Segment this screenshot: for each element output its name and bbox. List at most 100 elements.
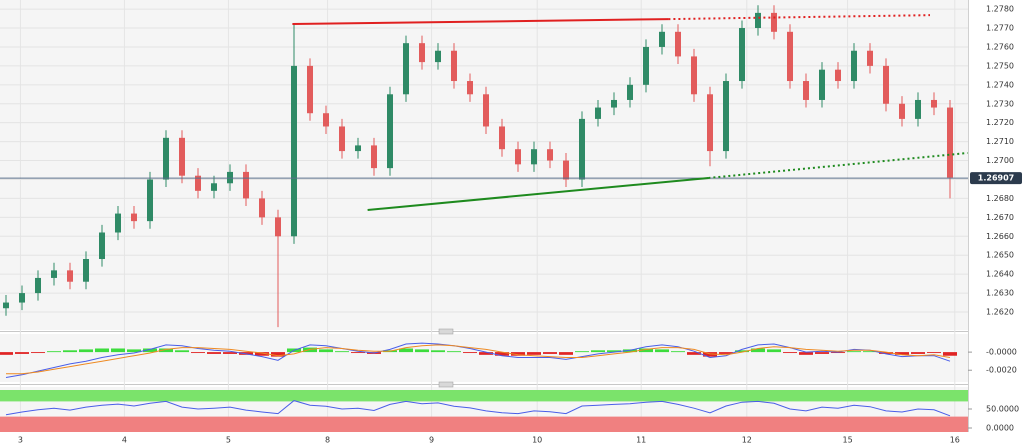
macd-histogram-bar (735, 350, 749, 353)
trendline (708, 151, 968, 179)
candle-body (867, 50, 873, 66)
candle-body (467, 81, 473, 95)
y-tick-label: 1.2660 (986, 232, 1014, 241)
macd-histogram-bar (511, 352, 525, 356)
candle-body (883, 65, 889, 104)
macd-histogram-bar (223, 352, 237, 354)
candle-body (291, 65, 297, 237)
panel-handle[interactable] (438, 328, 454, 335)
y-tick-label: 1.2630 (986, 289, 1014, 298)
overbought-band (0, 390, 968, 402)
candle-body (659, 31, 665, 47)
candle-body (195, 175, 201, 191)
y-tick-label: -0.0020 (986, 366, 1017, 375)
y-tick-label: 1.2680 (986, 194, 1014, 203)
oversold-band (0, 416, 968, 432)
last-price-label: 1.26907 (978, 174, 1014, 183)
candle-body (67, 270, 73, 282)
candle-body (451, 50, 457, 82)
candle-body (915, 99, 921, 119)
candle-body (323, 113, 329, 127)
candle-body (563, 160, 569, 180)
x-tick-label: 4 (122, 436, 127, 445)
y-tick-label: 1.2730 (986, 99, 1014, 108)
candle-body (275, 217, 281, 237)
candle-body (835, 69, 841, 82)
macd-histogram-bar (639, 348, 653, 353)
candle-body (355, 145, 361, 152)
candle-body (99, 232, 105, 260)
macd-histogram-bar (911, 352, 925, 354)
candle-body (531, 149, 537, 165)
trendline (668, 14, 931, 21)
trendline (367, 176, 709, 211)
x-tick-label: 11 (636, 436, 646, 445)
candle-body (611, 99, 617, 108)
candle-body (419, 43, 425, 63)
macd-histogram-bar (415, 349, 429, 353)
macd-histogram-bar (431, 350, 445, 353)
macd-histogram-bar (271, 352, 285, 357)
macd-histogram-bar (319, 349, 333, 353)
candle-body (259, 198, 265, 218)
candle-body (115, 213, 121, 233)
candle-body (643, 46, 649, 85)
macd-histogram-bar (751, 348, 765, 353)
candle-body (499, 126, 505, 150)
candle-body (899, 103, 905, 119)
candle-body (723, 81, 729, 152)
candle-body (339, 126, 345, 152)
macd-histogram-bar (127, 349, 141, 353)
y-tick-label: 1.2650 (986, 251, 1014, 260)
macd-histogram-bar (543, 352, 557, 354)
x-tick-label: 15 (843, 436, 853, 445)
candle-body (179, 137, 185, 176)
candle-body (211, 183, 217, 191)
macd-line (6, 344, 951, 375)
macd-histogram-bar (671, 351, 685, 353)
x-tick-label: 12 (742, 436, 752, 445)
macd-histogram-bar (463, 352, 477, 354)
macd-histogram-bar (655, 349, 669, 353)
macd-histogram-bar (47, 351, 61, 353)
candle-body (771, 12, 777, 32)
candle-body (403, 43, 409, 95)
y-tick-label: -0.0000 (986, 348, 1017, 357)
macd-histogram-bar (591, 350, 605, 353)
y-tick-label: 1.2700 (986, 156, 1014, 165)
candle-body (515, 149, 521, 165)
candle-body (307, 65, 313, 114)
candle-body (947, 107, 953, 178)
candle-body (931, 99, 937, 108)
x-tick-label: 3 (18, 436, 23, 445)
macd-histogram-bar (767, 349, 781, 353)
candle-body (371, 145, 377, 169)
candle-body (851, 50, 857, 82)
candle-body (387, 94, 393, 169)
candle-body (243, 171, 249, 199)
candle-body (579, 118, 585, 180)
macd-histogram-bar (895, 352, 909, 355)
candle-body (707, 94, 713, 152)
macd-histogram-bar (943, 352, 957, 356)
candle-body (627, 84, 633, 100)
macd-histogram-bar (111, 348, 125, 353)
y-tick-label: 1.2770 (986, 24, 1014, 33)
macd-histogram-bar (927, 352, 941, 354)
macd-histogram-bar (335, 351, 349, 353)
macd-panel (0, 334, 968, 382)
candle-body (483, 94, 489, 127)
macd-histogram-bar (255, 352, 269, 356)
macd-histogram-bar (351, 352, 365, 354)
x-tick-label: 10 (532, 436, 542, 445)
panel-handle[interactable] (438, 381, 454, 388)
macd-histogram-bar (95, 348, 109, 353)
candle-body (435, 50, 441, 63)
macd-histogram-bar (63, 350, 77, 353)
candle-body (755, 12, 761, 29)
y-tick-label: 1.2710 (986, 137, 1014, 146)
macd-histogram-bar (719, 352, 733, 354)
y-tick-label: 1.2620 (986, 308, 1014, 317)
macd-histogram-bar (143, 348, 157, 353)
